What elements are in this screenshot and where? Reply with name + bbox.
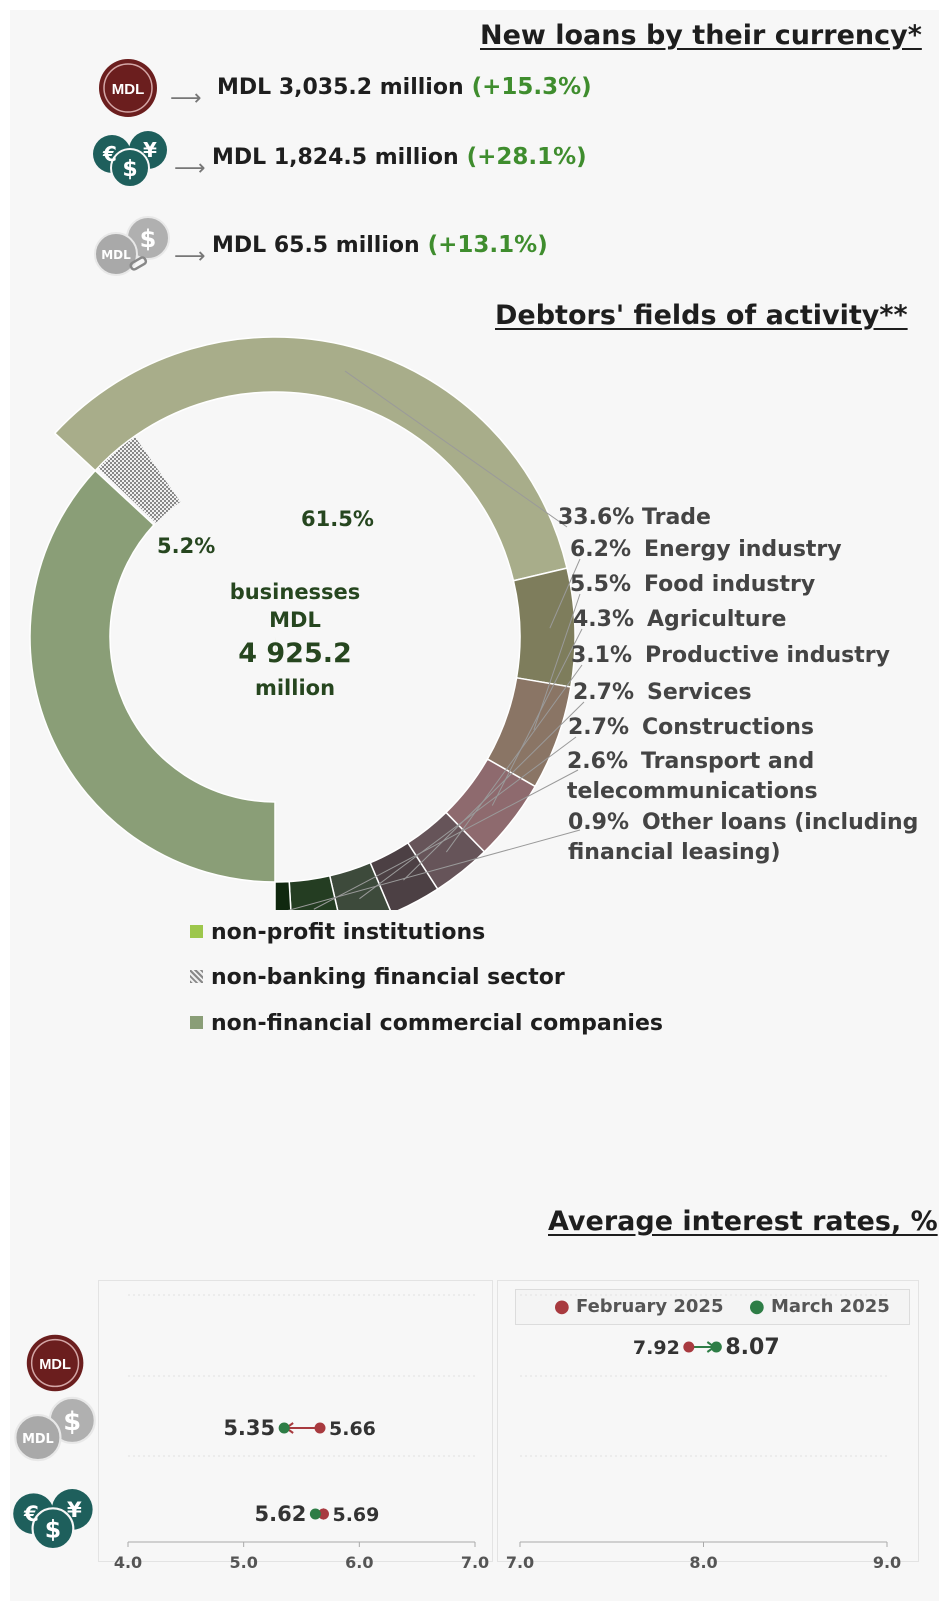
- debtors-title: Debtors' fields of activity**: [495, 300, 908, 331]
- svg-text:MDL: MDL: [101, 248, 131, 262]
- svg-text:€: €: [102, 142, 117, 166]
- segment-label-trade: 33.6% Trade: [558, 505, 711, 530]
- svg-text:MDL: MDL: [22, 1432, 54, 1447]
- leader-line-other: [287, 829, 581, 910]
- legend-dot-mar: ●: [749, 1296, 765, 1317]
- leader-line-services: [403, 701, 585, 881]
- point-march: [278, 1422, 290, 1434]
- segment-label-productive: 3.1% Productive industry: [571, 643, 890, 668]
- x-tick-label: 6.0: [345, 1553, 373, 1572]
- rates-title: Average interest rates, %: [548, 1206, 938, 1237]
- point-february: [314, 1422, 326, 1434]
- x-tick-label: 7.0: [461, 1553, 489, 1572]
- arrow-icon: ⟶: [174, 244, 206, 269]
- segment-label-agriculture: 4.3% Agriculture: [573, 607, 787, 632]
- mdl-indexed-coins-icon: $ MDL: [14, 1396, 96, 1462]
- point-february: [683, 1341, 695, 1353]
- segment-label-food: 5.5% Food industry: [570, 572, 816, 597]
- segment-label-services: 2.7% Services: [573, 680, 752, 705]
- inner-label-commercial: 61.5%: [301, 507, 374, 531]
- x-tick-label: 7.0: [506, 1553, 534, 1572]
- leader-line-transport: [313, 769, 579, 910]
- foreign-currency-coins-icon: € ¥ $: [13, 1489, 93, 1551]
- leader-line-constructions: [359, 736, 577, 900]
- point-march: [309, 1508, 321, 1520]
- label-february: 5.69: [332, 1504, 379, 1526]
- svg-text:€: €: [23, 1502, 39, 1527]
- legend-nonbanking: non-banking financial sector: [190, 965, 565, 990]
- center-value: 4 925.2: [238, 638, 352, 669]
- loan-amount: MDL 1,824.5 million (+28.1%): [212, 144, 587, 170]
- point-march: [710, 1341, 722, 1353]
- legend-dot-feb: ●: [554, 1296, 570, 1317]
- center-line2: MDL: [269, 608, 321, 632]
- svg-text:$: $: [45, 1515, 61, 1543]
- center-unit: million: [254, 676, 336, 700]
- label-february: 7.92: [633, 1337, 680, 1359]
- leader-line-energy: [549, 558, 581, 629]
- leader-line-food: [533, 593, 581, 731]
- loans-title: New loans by their currency*: [480, 20, 922, 51]
- legend-march: ● March 2025: [749, 1296, 890, 1317]
- leader-line-productive: [445, 664, 583, 853]
- x-tick-label: 8.0: [689, 1553, 717, 1572]
- infographic-panel: New loans by their currency* MDL ⟶ MDL 3…: [10, 10, 939, 1601]
- segment-label-constructions: 2.7% Constructions: [568, 715, 815, 740]
- segment-other: [274, 880, 292, 910]
- mdl-coin-icon: MDL: [99, 59, 157, 117]
- x-tick-label: 5.0: [229, 1553, 257, 1572]
- mdl-coin-icon: MDL: [26, 1334, 84, 1392]
- foreign-currency-coins-icon: € ¥ $: [93, 131, 167, 188]
- label-march: 5.62: [255, 1502, 307, 1526]
- arrow-icon: ⟶: [174, 156, 206, 181]
- segment-label-energy: 6.2% Energy industry: [570, 537, 842, 562]
- legend-nonprofit: non-profit institutions: [190, 920, 485, 945]
- legend-swatch: [190, 1016, 203, 1029]
- loan-amount: MDL 3,035.2 million (+15.3%): [217, 74, 592, 100]
- svg-text:$: $: [140, 225, 157, 253]
- legend-commercial: non-financial commercial companies: [190, 1011, 663, 1036]
- svg-text:MDL: MDL: [39, 1357, 71, 1373]
- nonbanking-slice: [94, 432, 181, 523]
- legend-swatch: [190, 925, 203, 938]
- x-tick-label: 4.0: [114, 1553, 142, 1572]
- loan-amount: MDL 65.5 million (+13.1%): [212, 232, 548, 258]
- mdl-indexed-coins-icon: $ MDL: [94, 216, 170, 276]
- rates-chart-left: [98, 1280, 493, 1562]
- point-february: [317, 1508, 329, 1520]
- donut-center-label: businesses MDL 4 925.2 million: [210, 578, 380, 702]
- label-march: 8.07: [725, 1335, 779, 1360]
- rates-dumbbell-chart: 4.0 5.0 6.0 7.0 7.0 8.0 9.0 7.92 8.07 5.66 5.35 5.6…: [114, 1294, 901, 1572]
- label-february: 5.66: [329, 1418, 376, 1440]
- activity-donut-chart: [29, 336, 585, 910]
- commercial-slice: [29, 469, 276, 883]
- legend-swatch: [190, 970, 203, 983]
- svg-text:$: $: [122, 157, 137, 182]
- center-line1: businesses: [229, 580, 361, 604]
- svg-text:¥: ¥: [67, 1498, 82, 1523]
- svg-text:¥: ¥: [143, 138, 157, 162]
- segment-label-transport: 2.6% Transport and telecommunications: [567, 749, 818, 804]
- arrow-icon: ⟶: [170, 86, 202, 111]
- inner-label-nonbanking: 5.2%: [157, 534, 216, 558]
- x-tick-label: 9.0: [873, 1553, 901, 1572]
- leader-line-trade: [344, 370, 568, 528]
- leader-line-agriculture: [491, 628, 583, 806]
- svg-text:MDL: MDL: [112, 81, 145, 98]
- legend-february: ● February 2025: [554, 1296, 724, 1317]
- label-march: 5.35: [223, 1416, 275, 1440]
- segment-label-other: 0.9% Other loans (including financial leas…: [568, 810, 919, 865]
- rates-chart-right: [497, 1280, 919, 1562]
- svg-text:$: $: [63, 1407, 81, 1437]
